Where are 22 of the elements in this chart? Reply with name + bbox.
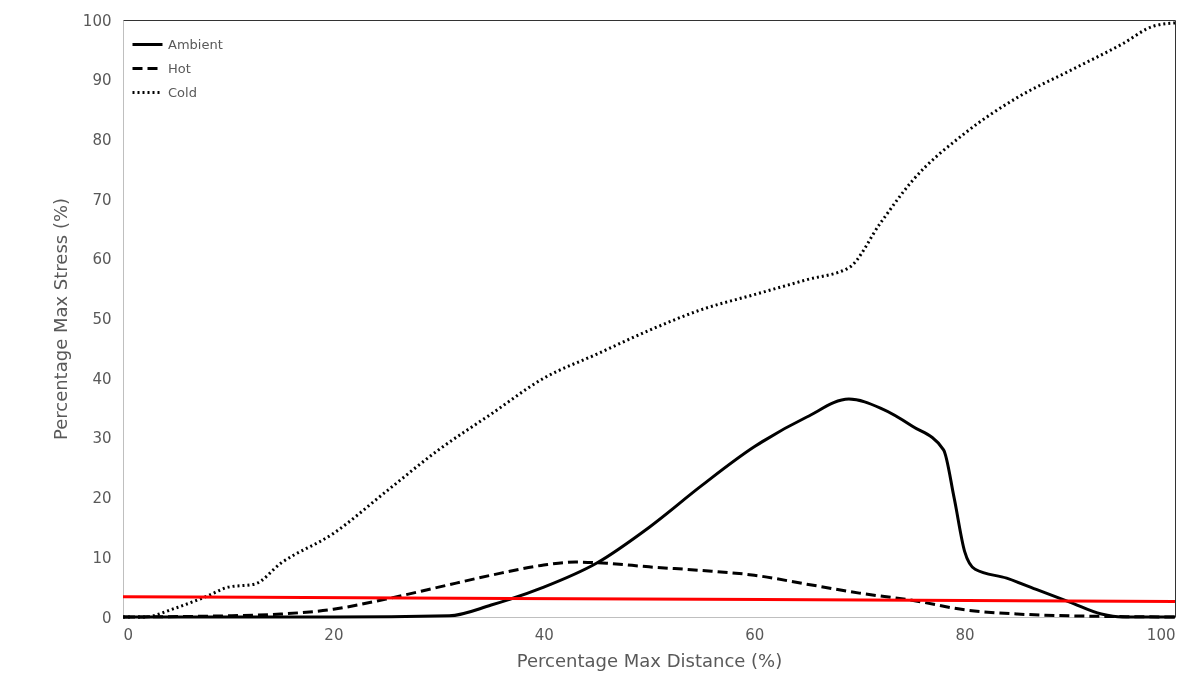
y-tick-label: 30 [92, 429, 112, 448]
y-tick-label: 80 [92, 130, 112, 149]
y-axis-title: Percentage Max Stress (%) [49, 197, 71, 441]
x-tick-label: 60 [745, 625, 765, 644]
x-tick-label: 0 [123, 625, 134, 644]
y-tick-label: 70 [92, 190, 112, 209]
legend-label: Hot [168, 60, 191, 76]
legend-label: Cold [168, 84, 197, 100]
y-tick-label: 20 [92, 489, 112, 508]
y-tick-label: 0 [101, 608, 112, 627]
x-axis-title: Percentage Max Distance (%) [516, 649, 783, 671]
x-tick-label: 100 [1146, 625, 1176, 644]
y-tick-label: 10 [92, 548, 112, 567]
y-tick-label: 60 [92, 250, 112, 269]
x-tick-label: 40 [534, 625, 554, 644]
legend-label: Ambient [168, 36, 223, 52]
y-tick-label: 50 [92, 310, 112, 328]
x-tick-label: 80 [955, 625, 975, 644]
y-tick-label: 40 [92, 369, 112, 388]
x-tick-label: 20 [324, 625, 344, 644]
y-tick-label: 100 [82, 11, 112, 30]
y-tick-label: 90 [92, 71, 112, 90]
